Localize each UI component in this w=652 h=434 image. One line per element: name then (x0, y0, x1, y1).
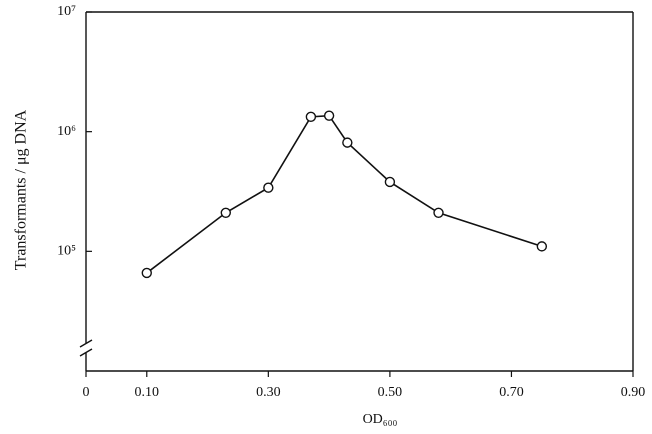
axis-break (79, 339, 93, 348)
data-point (305, 111, 317, 123)
x-tick-label: 0.90 (621, 385, 646, 400)
x-tick-label: 0.70 (499, 385, 524, 400)
data-point (220, 207, 231, 218)
data-point (536, 241, 548, 252)
axis-break (79, 348, 93, 357)
data-point (342, 137, 353, 148)
x-tick-label: 0.30 (256, 385, 281, 400)
data-point (384, 176, 396, 188)
data-point (433, 207, 444, 218)
x-tick-label: 0 (83, 385, 90, 400)
data-point (263, 182, 274, 193)
x-tick-label: 0.50 (378, 385, 403, 400)
x-axis-label: OD₆₀₀ (363, 412, 398, 427)
x-tick-label: 0.10 (135, 385, 160, 400)
y-axis-label: Transformants / μg DNA (13, 109, 30, 270)
data-point (323, 110, 335, 121)
data-point (141, 267, 152, 279)
y-tick-label: 10⁷ (57, 4, 76, 19)
y-tick-label: 10⁶ (57, 124, 76, 139)
y-tick-label: 10⁵ (57, 244, 76, 259)
